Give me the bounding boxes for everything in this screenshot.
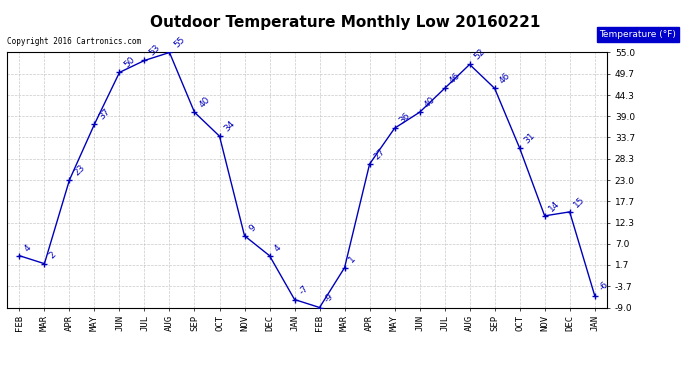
- Text: 15: 15: [573, 195, 587, 209]
- Text: 1: 1: [347, 255, 358, 265]
- Text: -9: -9: [322, 292, 335, 305]
- Text: Copyright 2016 Cartronics.com: Copyright 2016 Cartronics.com: [7, 38, 141, 46]
- Text: 9: 9: [247, 223, 258, 233]
- Text: 4: 4: [273, 243, 283, 253]
- Text: Outdoor Temperature Monthly Low 20160221: Outdoor Temperature Monthly Low 20160221: [150, 15, 540, 30]
- Text: 34: 34: [222, 119, 237, 134]
- Text: 40: 40: [422, 95, 437, 109]
- Text: 50: 50: [122, 55, 137, 70]
- Text: 23: 23: [72, 163, 87, 177]
- Text: 46: 46: [497, 71, 512, 86]
- Text: 46: 46: [447, 71, 462, 86]
- Text: 27: 27: [373, 147, 387, 161]
- Text: 37: 37: [97, 107, 112, 122]
- Text: -7: -7: [297, 284, 310, 297]
- Text: 40: 40: [197, 95, 212, 109]
- Text: -6: -6: [598, 280, 610, 293]
- Text: 36: 36: [397, 111, 412, 125]
- Text: Temperature (°F): Temperature (°F): [600, 30, 676, 39]
- Text: 14: 14: [547, 199, 562, 213]
- Text: 55: 55: [172, 35, 187, 50]
- Text: 53: 53: [147, 43, 161, 58]
- Text: 52: 52: [473, 47, 487, 62]
- Text: 4: 4: [22, 243, 32, 253]
- Text: 2: 2: [47, 251, 57, 261]
- Text: 31: 31: [522, 131, 537, 146]
